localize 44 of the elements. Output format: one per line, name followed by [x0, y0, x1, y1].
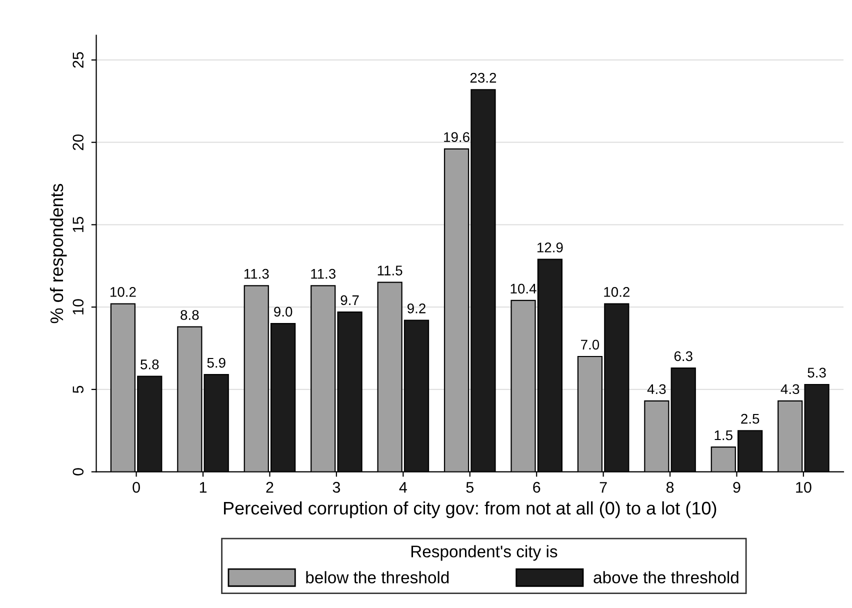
text: 10.4	[510, 284, 536, 294]
text: 9.2	[408, 304, 426, 314]
legend-title: Respondent's city is	[411, 545, 558, 561]
text: 4.3	[780, 384, 800, 394]
legend-label: below the threshold	[306, 571, 449, 584]
text: 19.6	[444, 132, 470, 142]
x-tick-label: 7	[600, 482, 607, 493]
x-tick-label: 10	[796, 482, 812, 493]
text: 9.0	[274, 306, 292, 317]
text: 4.3	[647, 384, 666, 394]
text: 11.5	[378, 266, 402, 276]
text: 11.3	[244, 268, 269, 279]
text: 5.8	[140, 360, 159, 370]
text: 5.9	[207, 358, 226, 368]
x-tick-label: 9	[733, 482, 740, 493]
y-tick-label: 0	[72, 468, 84, 476]
text: 1.5	[714, 430, 732, 440]
x-tick-label: 2	[266, 482, 274, 493]
text: 6.3	[674, 351, 692, 362]
x-tick-label: 3	[332, 482, 340, 493]
text: 12.9	[537, 242, 563, 252]
text: 10.2	[110, 287, 136, 297]
text: 2.5	[741, 414, 760, 424]
text: 5.3	[808, 368, 826, 378]
text: 7.0	[581, 340, 600, 350]
x-tick-label: 5	[466, 482, 474, 493]
y-axis-title: % of respondents	[50, 184, 67, 324]
y-tick-label: 25	[72, 52, 84, 68]
text: 10.2	[604, 287, 630, 297]
text: 23.2	[470, 72, 496, 83]
x-tick-label: 6	[533, 482, 540, 493]
y-tick-label: 10	[72, 299, 84, 314]
y-tick-label: 20	[72, 134, 84, 150]
text: 9.7	[340, 295, 359, 306]
x-tick-label: 0	[132, 482, 140, 493]
x-axis-title: Perceived corruption of city gov: from not at all (0) to a lot (10)	[224, 501, 716, 518]
y-tick-label: 15	[72, 216, 84, 232]
legend-label: above the threshold	[594, 571, 738, 584]
y-tick-label: 5	[72, 386, 84, 394]
x-tick-label: 1	[200, 482, 207, 493]
text: 8.8	[180, 310, 199, 320]
x-tick-label: 8	[666, 482, 674, 493]
x-tick-label: 4	[399, 482, 407, 493]
text: 11.3	[311, 268, 336, 279]
